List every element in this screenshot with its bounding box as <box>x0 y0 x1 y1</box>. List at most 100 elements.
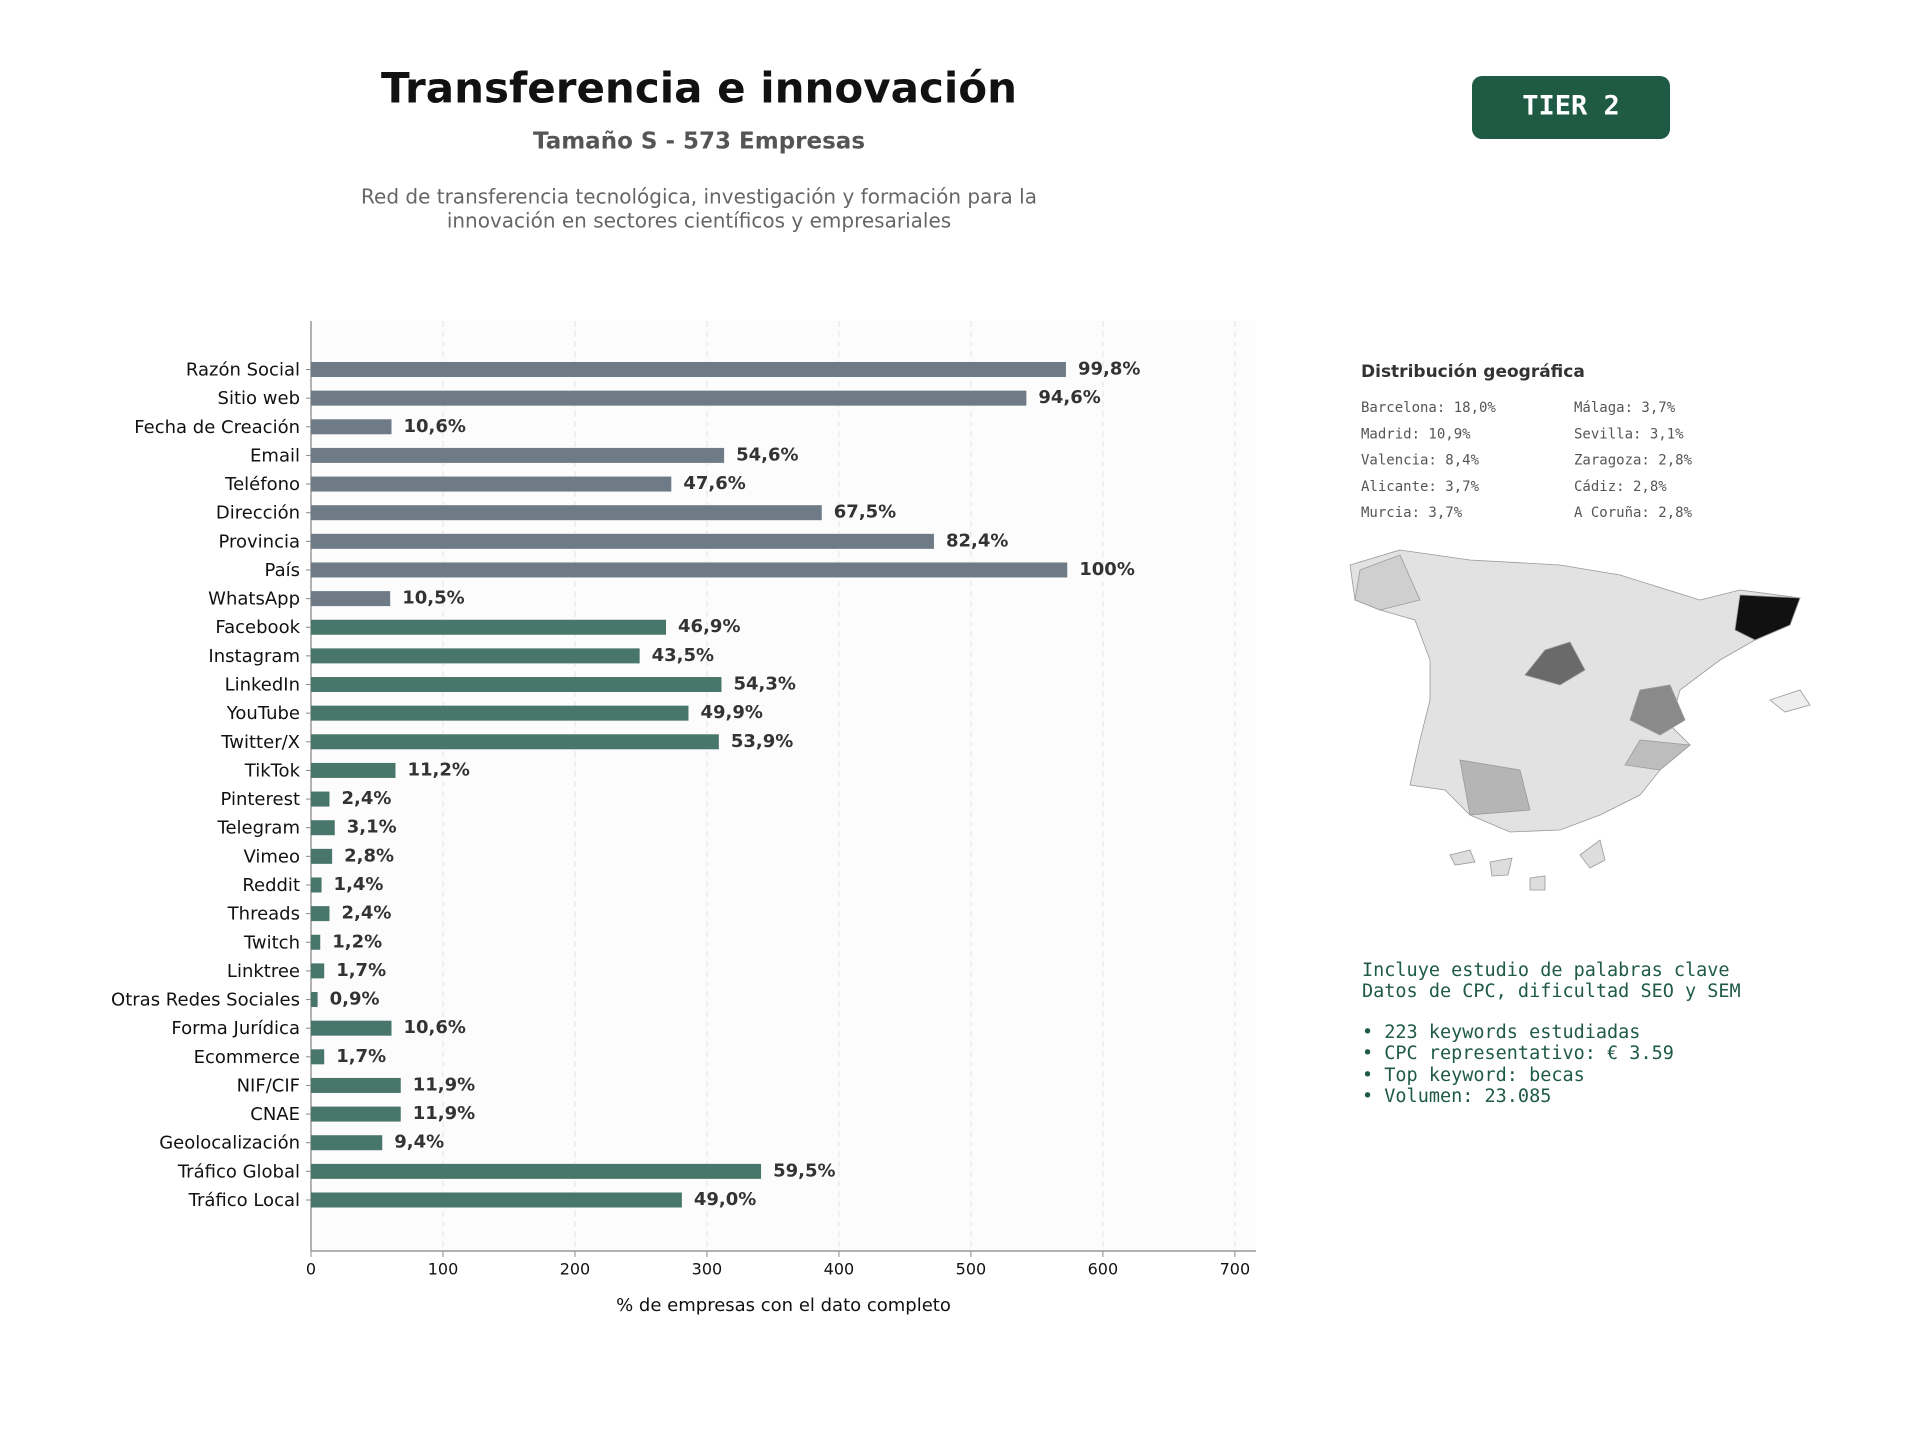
y-tick-label: Sitio web <box>218 388 300 409</box>
y-tick-label: Provincia <box>218 531 300 552</box>
geo-item: Cádiz: 2,8% <box>1574 479 1667 495</box>
bar <box>311 734 719 750</box>
bar <box>311 1049 325 1065</box>
value-label: 82,4% <box>946 530 1008 551</box>
y-tick-label: Pinterest <box>220 789 300 810</box>
bar <box>311 848 333 864</box>
value-label: 49,9% <box>700 702 762 723</box>
value-label: 3,1% <box>347 817 397 838</box>
value-label: 1,7% <box>336 960 386 981</box>
value-label: 1,2% <box>332 931 382 952</box>
y-tick-label: Razón Social <box>186 360 300 381</box>
y-tick-label: Tráfico Local <box>188 1190 300 1211</box>
geo-item: Alicante: 3,7% <box>1361 479 1480 495</box>
map <box>1349 549 1811 891</box>
value-label: 47,6% <box>683 473 745 494</box>
subtitle: Tamaño S - 573 Empresas <box>533 129 865 155</box>
y-tick-label: Linktree <box>227 961 300 982</box>
geo-title: Distribución geográfica <box>1361 362 1585 382</box>
description: Red de transferencia tecnológica, invest… <box>361 185 1037 209</box>
y-tick-label: Facebook <box>215 617 300 638</box>
barcelona <box>1734 594 1801 641</box>
value-label: 59,5% <box>773 1160 835 1181</box>
value-label: 11,9% <box>413 1103 475 1124</box>
geo-item: Barcelona: 18,0% <box>1361 400 1496 416</box>
value-label: 11,9% <box>413 1074 475 1095</box>
title: Transferencia e innovación <box>381 64 1017 113</box>
bar <box>311 1192 682 1208</box>
bar <box>311 648 640 664</box>
value-label: 10,6% <box>404 416 466 437</box>
keyword-line: Datos de CPC, dificultad SEO y SEM <box>1362 981 1741 1002</box>
bar <box>311 963 325 979</box>
value-label: 2,4% <box>341 788 391 809</box>
galicia <box>1354 554 1421 611</box>
bar <box>311 1077 401 1093</box>
y-tick-label: YouTube <box>226 703 300 724</box>
keyword-line: • Top keyword: becas <box>1362 1065 1585 1086</box>
bar <box>311 419 392 435</box>
y-tick-label: NIF/CIF <box>237 1075 300 1096</box>
y-tick-label: CNAE <box>250 1104 300 1125</box>
bar <box>311 591 391 607</box>
baleares <box>1769 689 1811 713</box>
value-label: 0,9% <box>330 989 380 1010</box>
andalucia <box>1459 759 1531 816</box>
valencia <box>1629 684 1686 736</box>
geo-item: Valencia: 8,4% <box>1361 453 1480 469</box>
bar <box>311 505 822 521</box>
bar <box>311 791 330 807</box>
value-label: 53,9% <box>731 731 793 752</box>
y-tick-label: Twitter/X <box>220 732 300 753</box>
y-tick-label: Email <box>250 445 300 466</box>
y-tick-label: Tráfico Global <box>177 1161 300 1182</box>
y-tick-label: Ecommerce <box>194 1047 300 1068</box>
x-tick-label: 500 <box>956 1260 987 1279</box>
x-tick-label: 600 <box>1088 1260 1119 1279</box>
bar <box>311 1135 383 1151</box>
canarias <box>1449 839 1606 891</box>
bar <box>311 820 335 836</box>
value-label: 46,9% <box>678 616 740 637</box>
value-label: 1,7% <box>336 1046 386 1067</box>
geo-item: Murcia: 3,7% <box>1361 505 1463 521</box>
x-tick-label: 700 <box>1220 1260 1251 1279</box>
keyword-line: • Volumen: 23.085 <box>1362 1086 1551 1107</box>
bar <box>311 934 321 950</box>
y-tick-label: Dirección <box>216 503 300 524</box>
value-label: 49,0% <box>694 1189 756 1210</box>
bar <box>311 1163 762 1179</box>
geo-item: Zaragoza: 2,8% <box>1574 453 1693 469</box>
value-label: 9,4% <box>394 1132 444 1153</box>
value-label: 11,2% <box>407 759 469 780</box>
y-tick-label: Otras Redes Sociales <box>111 990 300 1011</box>
y-tick-label: Teléfono <box>224 474 300 495</box>
geo-item: A Coruña: 2,8% <box>1574 505 1693 521</box>
value-label: 2,8% <box>344 845 394 866</box>
spain <box>1349 549 1801 833</box>
y-tick-label: Vimeo <box>243 846 300 867</box>
y-tick-label: WhatsApp <box>208 589 300 610</box>
x-tick-label: 400 <box>824 1260 855 1279</box>
x-tick-label: 100 <box>428 1260 459 1279</box>
value-label: 54,3% <box>733 674 795 695</box>
bar <box>311 677 722 693</box>
value-label: 99,8% <box>1078 359 1140 380</box>
bar <box>311 362 1066 377</box>
value-label: 2,4% <box>341 903 391 924</box>
y-tick-label: Instagram <box>208 646 300 667</box>
bar <box>311 533 934 549</box>
bar <box>311 390 1027 406</box>
bar <box>311 906 330 922</box>
keyword-line: Incluye estudio de palabras clave <box>1362 960 1730 981</box>
badge: TIER 2 <box>1522 91 1620 122</box>
bar <box>311 476 672 492</box>
y-tick-label: Geolocalización <box>159 1133 300 1154</box>
x-axis-label: % de empresas con el dato completo <box>616 1295 951 1316</box>
y-tick-label: LinkedIn <box>225 675 300 696</box>
bar <box>311 762 396 778</box>
x-tick-label: 0 <box>306 1260 316 1279</box>
geo-item: Sevilla: 3,1% <box>1574 426 1684 442</box>
